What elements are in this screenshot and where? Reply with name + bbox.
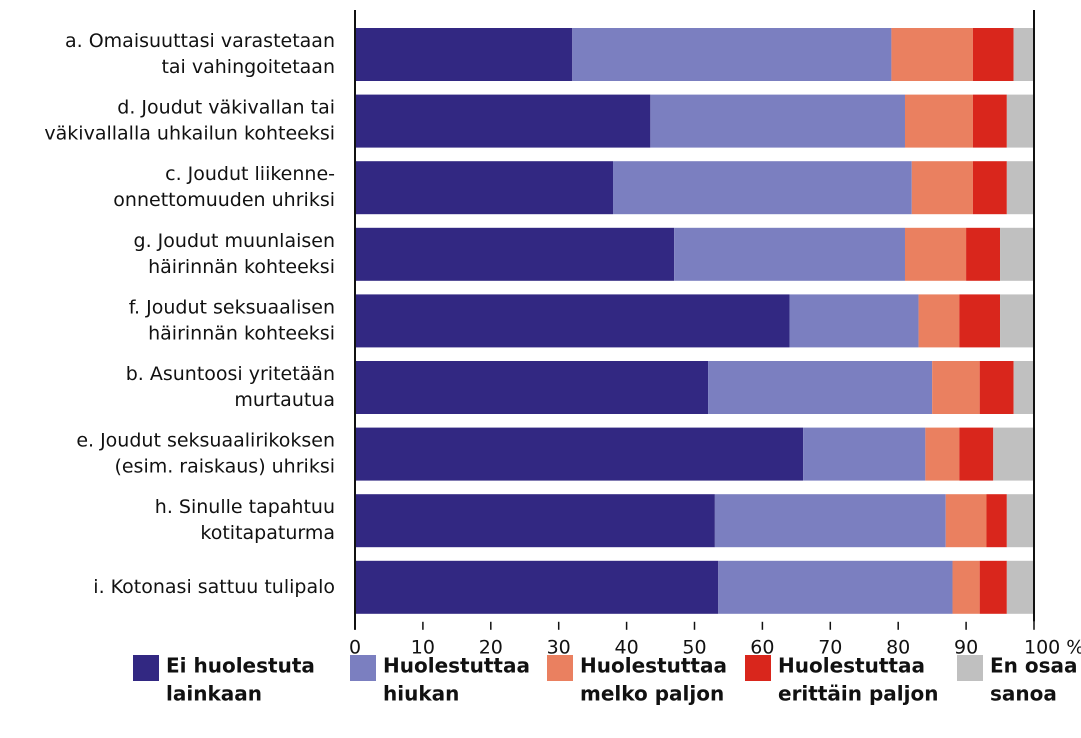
bar-segment	[986, 494, 1007, 548]
bar-segment	[932, 361, 980, 414]
category-label: a. Omaisuuttasi varastetaan	[65, 30, 335, 52]
x-tick-label: 100 %	[1024, 636, 1081, 658]
category-label: b. Asuntoosi yritetään	[126, 363, 335, 385]
category-label: (esim. raiskaus) uhriksi	[114, 456, 335, 478]
bar-segment	[966, 227, 1001, 281]
category-label: murtautua	[234, 389, 335, 411]
bar-segment	[904, 227, 967, 281]
category-label: f. Joudut seksuaalisen	[129, 296, 335, 318]
legend-swatch	[745, 655, 771, 681]
bar-segment	[918, 294, 960, 348]
bar-segment	[355, 560, 719, 614]
bar-segment	[972, 94, 1007, 148]
bar-segment	[1000, 294, 1034, 348]
bar-segment	[714, 494, 946, 548]
bar-segment	[911, 161, 973, 215]
bar-segment	[355, 227, 675, 281]
bar-segment	[1013, 361, 1034, 414]
bar-segment	[650, 94, 905, 148]
legend-swatch	[547, 655, 573, 681]
bar-segment	[355, 94, 651, 148]
category-label: i. Kotonasi sattuu tulipalo	[93, 576, 335, 598]
category-label: kotitapaturma	[200, 522, 335, 544]
bar-segment	[572, 28, 892, 81]
x-tick-label: 30	[547, 636, 571, 658]
bar-segment	[945, 494, 987, 548]
bar-segment	[925, 427, 960, 481]
category-label: häirinnän kohteeksi	[148, 322, 335, 344]
bar-segment	[789, 294, 919, 348]
bar-segment	[355, 494, 715, 548]
bar-segment	[993, 427, 1034, 481]
category-label: e. Joudut seksuaalirikoksen	[76, 430, 335, 452]
bar-segment	[1006, 560, 1034, 614]
category-label: onnettomuuden uhriksi	[113, 189, 335, 211]
x-tick-label: 90	[954, 636, 978, 658]
bar-segment	[959, 294, 1001, 348]
x-tick-label: 0	[349, 636, 361, 658]
bar-segment	[803, 427, 926, 481]
bar-segment	[674, 227, 905, 281]
bar-segment	[972, 161, 1007, 215]
legend-label: hiukan	[383, 682, 459, 706]
bar-segment	[355, 294, 790, 348]
category-label: g. Joudut muunlaisen	[134, 230, 335, 252]
bar-segment	[355, 161, 614, 215]
bar-segment	[972, 28, 1014, 81]
bar-segment	[613, 161, 912, 215]
legend-label: En osaa	[990, 654, 1078, 678]
legend-swatch	[350, 655, 376, 681]
legend-swatch	[957, 655, 983, 681]
legend-label: Huolestuttaa	[580, 654, 727, 678]
bar-segment	[718, 560, 953, 614]
category-label: d. Joudut väkivallan tai	[117, 97, 335, 119]
legend-label: lainkaan	[166, 682, 262, 706]
bar-segment	[979, 361, 1014, 414]
legend-label: Huolestuttaa	[778, 654, 925, 678]
x-tick-label: 60	[750, 636, 774, 658]
legend-label: Huolestuttaa	[383, 654, 530, 678]
category-label: h. Sinulle tapahtuu	[155, 496, 335, 518]
bar-segment	[1006, 94, 1034, 148]
bar-segment	[904, 94, 973, 148]
bar-segment	[1006, 494, 1034, 548]
legend-label: erittäin paljon	[778, 682, 938, 706]
bar-segment	[1013, 28, 1034, 81]
bar-segment	[355, 361, 709, 414]
bar-segment	[979, 560, 1007, 614]
legend-swatch	[133, 655, 159, 681]
bar-segment	[355, 28, 573, 81]
bar-segment	[959, 427, 994, 481]
bar-segment	[891, 28, 973, 81]
bar-segment	[1000, 227, 1034, 281]
category-label: tai vahingoitetaan	[161, 56, 335, 78]
x-tick-label: 70	[818, 636, 842, 658]
bar-segment	[708, 361, 933, 414]
category-label: häirinnän kohteeksi	[148, 256, 335, 278]
x-tick-label: 40	[615, 636, 639, 658]
bar-segment	[355, 427, 804, 481]
category-label: väkivallalla uhkailun kohteeksi	[44, 123, 335, 145]
category-label: c. Joudut liikenne-	[165, 163, 335, 185]
bar-segment	[952, 560, 980, 614]
x-tick-label: 50	[682, 636, 706, 658]
x-tick-label: 80	[886, 636, 910, 658]
x-tick-label: 10	[411, 636, 435, 658]
legend-label: Ei huolestuta	[166, 654, 315, 678]
bar-segment	[1006, 161, 1034, 215]
legend-label: sanoa	[990, 682, 1057, 706]
legend-label: melko paljon	[580, 682, 724, 706]
x-tick-label: 20	[479, 636, 503, 658]
